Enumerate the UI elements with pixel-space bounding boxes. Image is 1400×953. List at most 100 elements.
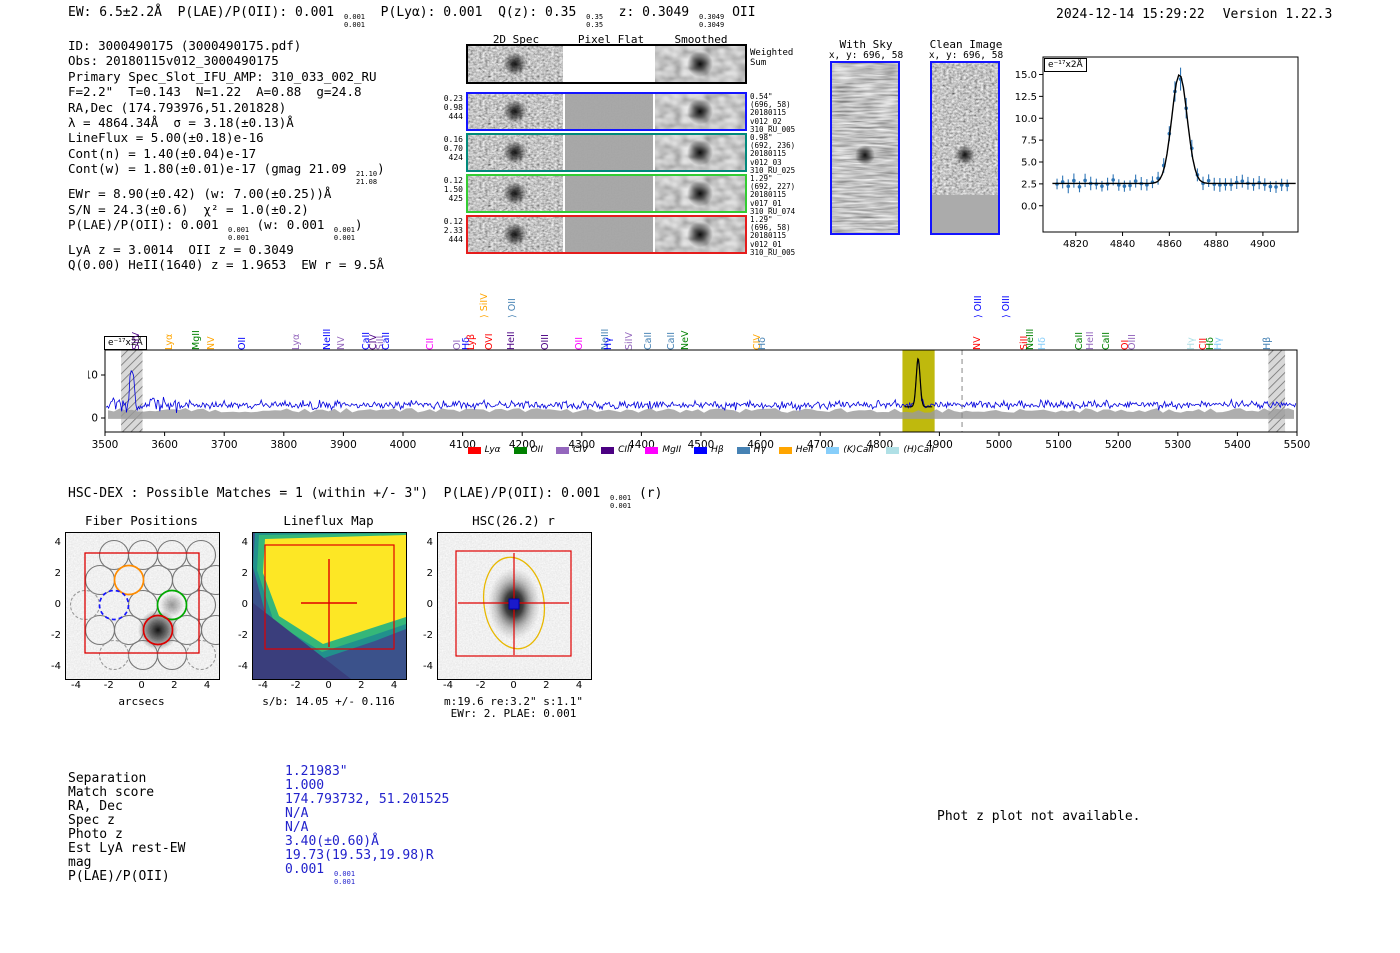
spec2d-row-image	[468, 94, 745, 129]
info-line: Cont(w) = 1.80(±0.01)e-17 (gmag 21.09 21…	[68, 161, 385, 186]
legend-swatch	[736, 446, 750, 454]
svg-text:0: 0	[91, 413, 98, 425]
with-sky-xy: x, y: 696, 58	[828, 50, 904, 61]
line-label-heii: HeII	[1085, 331, 1096, 350]
line-label-nv: NV	[336, 336, 347, 350]
stacked-value: 0.001 0.001	[333, 870, 356, 886]
svg-text:2.5: 2.5	[1021, 179, 1037, 190]
stacked-value: 0.001 0.001	[343, 13, 366, 29]
svg-text:12.5: 12.5	[1015, 92, 1037, 103]
legend-label: (K)CaII	[843, 445, 874, 455]
weight-value: 444	[448, 112, 463, 121]
line-label-siiv: ⟩ SiIV	[479, 293, 490, 318]
with-sky-title: With Sky	[839, 38, 893, 51]
match-row-value: 1.000	[285, 778, 325, 793]
line-label-oiii: ⟩ OIII	[973, 295, 984, 318]
svg-text:4860: 4860	[1157, 239, 1182, 250]
legend-swatch	[645, 446, 659, 454]
match-row-label: Est LyA rest-EW	[68, 841, 186, 856]
meta-line: v012_03	[750, 157, 782, 167]
hsc-caption-plae: EWr: 2. PLAE: 0.001	[450, 707, 577, 720]
spec2d-row-meta: 0.54" (696, 58) 20180115 v012_02 310_RU_005	[750, 92, 814, 134]
legend-item: HeII	[778, 445, 813, 455]
line-label-siiv: SiIV	[624, 332, 635, 350]
line-label-caii: CaII	[643, 331, 654, 350]
x-tick-label: 0	[510, 680, 517, 691]
x-tick-label: 0	[138, 680, 145, 691]
match-row-value: 1.21983"	[285, 764, 348, 779]
y-tick-label: 2	[54, 568, 61, 579]
spec2d-row-weights: 0.23 0.98 444	[430, 94, 463, 121]
legend-item: MgII	[645, 445, 681, 455]
line-label-oiii: OIII	[540, 334, 551, 350]
y-tick-label: 4	[426, 537, 433, 548]
line-label-lyα: Lyα	[291, 333, 302, 350]
meta-line: 310_RU_074	[750, 206, 796, 216]
legend-label: (H)CaII	[903, 445, 935, 455]
svg-text:3500: 3500	[92, 439, 119, 451]
svg-text:4000: 4000	[390, 439, 417, 451]
info-line: EWr = 8.90(±0.42) (w: 7.00(±0.25))Å	[68, 186, 332, 202]
info-line: P(LAE)/P(OII): 0.001 0.001 0.001 (w: 0.00…	[68, 217, 363, 242]
clean-image-image	[932, 63, 998, 233]
hsc-image-panel	[437, 532, 592, 680]
clean-image-panel	[930, 61, 1000, 235]
y-tick-label: -2	[423, 630, 433, 641]
lineflux-caption: s/b: 14.05 +/- 0.116	[262, 695, 395, 708]
line-label-lyα: Lyα	[164, 333, 175, 350]
info-line: Q(0.00) HeII(1640) z = 1.9653 EW r = 9.5…	[68, 257, 385, 273]
summary-header: EW: 6.5±2.2Å P(LAE)/P(OII): 0.001 0.001 0…	[68, 5, 756, 29]
hsc-dex-header: HSC-DEX : Possible Matches = 1 (within +…	[68, 486, 663, 510]
meta-line: (692, 236)	[750, 141, 796, 151]
y-tick-label: 4	[241, 537, 248, 548]
spec2d-row-image	[468, 176, 745, 211]
match-table-values: 1.21983" 1.000 174.793732, 51.201525 N/A N/A…	[285, 764, 449, 886]
svg-text:3800: 3800	[270, 439, 297, 451]
hsc-image	[438, 533, 591, 679]
x-tick-label: -4	[71, 680, 81, 691]
legend-swatch	[826, 446, 840, 454]
photz-note: Phot z plot not available.	[937, 809, 1141, 824]
line-label-neiii: NeIII	[322, 328, 333, 350]
stacked-value: 0.35 0.35	[586, 13, 604, 29]
spec2d-row-weights: 0.16 0.70 424	[430, 135, 463, 162]
svg-text:4820: 4820	[1063, 239, 1088, 250]
weight-value: 0.98	[443, 103, 463, 112]
weight-value: 0.16	[443, 135, 463, 144]
weight-value: 444	[448, 235, 463, 244]
cutout-title-fiber: Fiber Positions	[85, 513, 198, 528]
line-fit-svg: 0.0 2.5 5.0 7.5 10.0 12.5 15.0 4820 4840 4860 4880…	[1015, 56, 1299, 250]
info-line: F=2.2" T=0.143 N=1.22 A=0.88 g=24.8	[68, 84, 362, 100]
fiber-positions-panel	[65, 532, 232, 680]
line-label-caii: CaII	[381, 331, 392, 350]
svg-text:4300: 4300	[568, 439, 595, 451]
line-label-heii: HeII	[506, 331, 517, 350]
line-label-hγ: Hγ	[1186, 337, 1197, 350]
svg-text:5400: 5400	[1224, 439, 1251, 451]
fiber-positions-image	[66, 533, 232, 679]
weighted-sum-label: Weighted Sum	[750, 48, 814, 68]
line-label-nev: NeV	[680, 330, 691, 350]
meta-line: 310_RU_005	[750, 124, 796, 134]
x-tick-label: -2	[290, 680, 301, 691]
meta-line: (696, 58)	[750, 223, 791, 233]
legend-item: Hγ	[736, 445, 766, 455]
y-tick-label: -4	[238, 661, 248, 672]
y-tick-label: -4	[423, 661, 433, 672]
spectrum-unit-label: e⁻¹⁷x2Å	[104, 336, 147, 350]
meta-line: 0.54"	[750, 92, 773, 101]
timestamp-version: 2024-12-14 15:29:22 Version 1.22.3	[1056, 7, 1332, 22]
y-tick-label: 2	[426, 568, 433, 579]
line-label-ovi: OVI	[484, 333, 495, 350]
line-label-siiv: SiIV	[131, 332, 142, 350]
stacked-value: 0.001 0.001	[333, 226, 355, 242]
legend-item: OII	[513, 445, 543, 455]
cutout-title-lineflux: Lineflux Map	[283, 513, 374, 528]
spec2d-column-header: Smoothed	[674, 33, 728, 46]
info-line: RA,Dec (174.793976,51.201828)	[68, 99, 287, 115]
line-label-cii: CII	[425, 337, 436, 350]
meta-line: 20180115	[750, 108, 787, 118]
y-tick-label: 0	[54, 599, 61, 610]
spec2d-row-weights: 0.12 2.33 444	[430, 217, 463, 244]
line-label-hγ: Hγ	[1213, 337, 1224, 350]
